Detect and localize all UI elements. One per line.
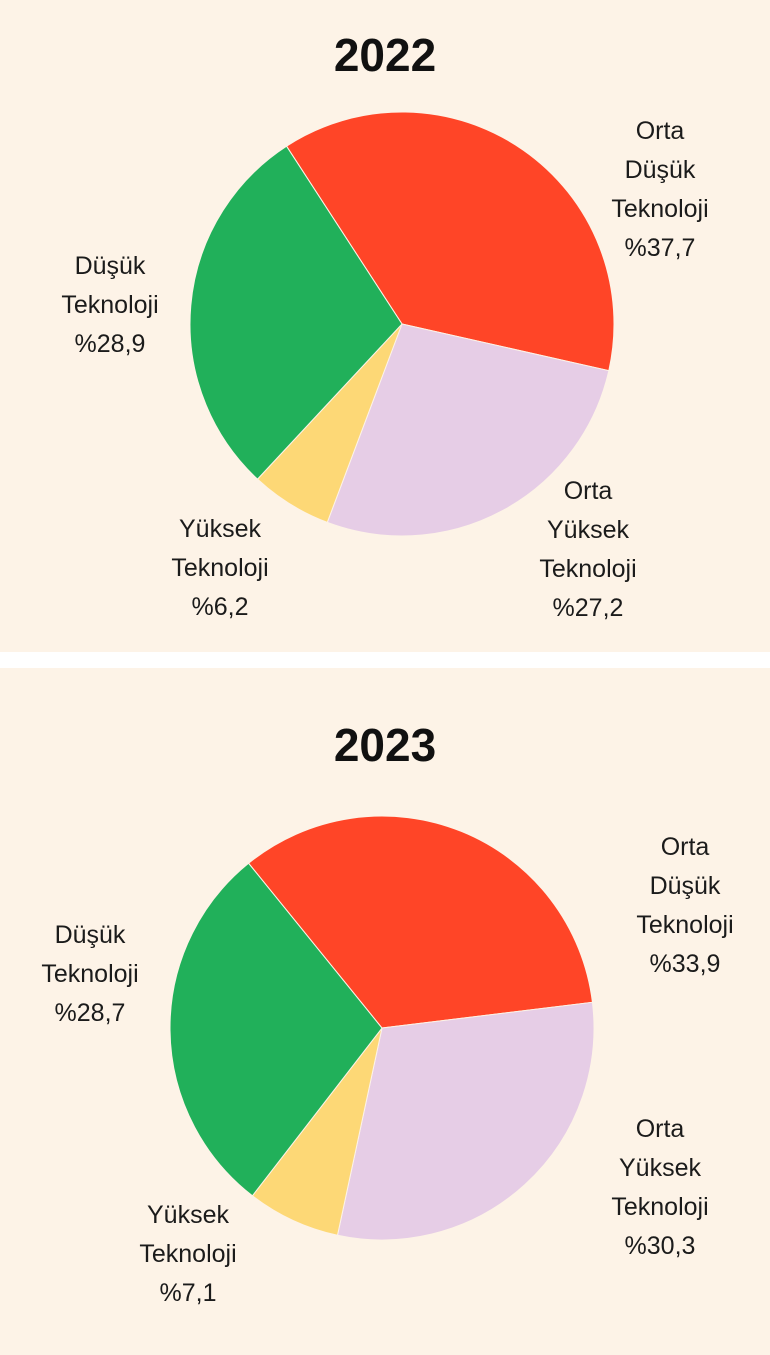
pie-slice-orta-dusuk-2023 [247,815,593,1029]
label-line: Yüksek [619,1154,701,1182]
slice-label-orta-yuksek-2023: Orta Yüksek Teknoloji %30,3 [560,1110,760,1266]
slice-label-yuksek-2023: Yüksek Teknoloji %7,1 [88,1196,288,1313]
label-line: Teknoloji [539,555,637,583]
pie-slice-dusuk-2023 [169,862,383,1197]
label-line: Teknoloji [611,195,709,223]
slice-value: %33,9 [649,950,721,978]
label-line: Orta [635,117,685,145]
chart-title-2023: 2023 [333,719,437,771]
pie-chart-2023 [169,815,595,1241]
pie-slice-orta-dusuk-2022 [285,111,615,372]
label-line: Teknoloji [611,1193,709,1221]
label-line: Düşük [54,921,126,949]
slice-value: %30,3 [624,1232,696,1260]
slice-label-orta-yuksek-2022: Orta Yüksek Teknoloji %27,2 [488,472,688,628]
slice-value: %7,1 [159,1279,217,1307]
label-line: Teknoloji [636,911,734,939]
pie-chart-2022 [189,111,615,537]
label-line: Teknoloji [139,1240,237,1268]
slice-value: %27,2 [552,594,624,622]
label-line: Orta [635,1115,685,1143]
pie-slice-dusuk-2022 [189,145,403,480]
label-line: Orta [563,477,613,505]
label-line: Düşük [649,872,721,900]
label-line: Yüksek [147,1201,229,1229]
pie-slice-orta-yuksek-2022 [326,323,610,537]
slice-label-dusuk-2023: Düşük Teknoloji %28,7 [0,916,190,1033]
slice-value: %28,9 [74,330,146,358]
slice-label-yuksek-2022: Yüksek Teknoloji %6,2 [120,510,320,627]
label-line: Teknoloji [171,554,269,582]
slice-label-dusuk-2022: Düşük Teknoloji %28,9 [10,247,210,364]
slice-value: %28,7 [54,999,126,1027]
slice-label-orta-dusuk-2023: Orta Düşük Teknoloji %33,9 [585,828,770,984]
pie-slice-orta-yuksek-2023 [336,1001,595,1241]
label-line: Yüksek [547,516,629,544]
label-line: Teknoloji [41,960,139,988]
label-line: Yüksek [179,515,261,543]
slice-label-orta-dusuk-2022: Orta Düşük Teknoloji %37,7 [560,112,760,268]
chart-title-2022: 2022 [333,29,437,81]
label-line: Teknoloji [61,291,159,319]
slice-value: %6,2 [191,593,249,621]
label-line: Orta [660,833,710,861]
chart-panel-2022: 2022 Orta Düşük Teknoloji %37,7 Orta Yük… [0,0,770,652]
label-line: Düşük [624,156,696,184]
slice-value: %37,7 [624,234,696,262]
label-line: Düşük [74,252,146,280]
chart-panel-2023: 2023 Orta Düşük Teknoloji %33,9 Orta Yük… [0,668,770,1355]
